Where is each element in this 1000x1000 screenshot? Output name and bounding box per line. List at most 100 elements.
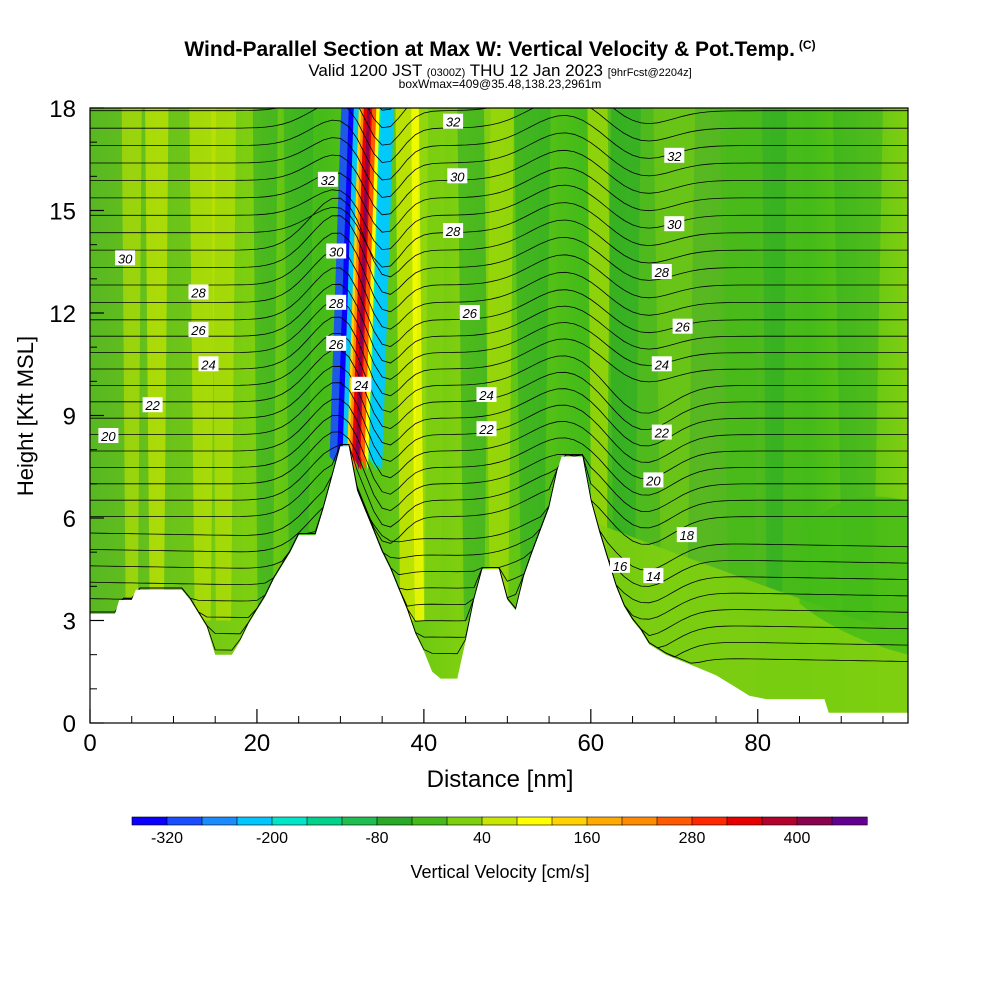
x-tick-label: 0	[83, 730, 96, 757]
contour-label-text: 32	[321, 173, 336, 188]
terrain-mask	[90, 446, 908, 723]
velocity-band-14	[653, 108, 696, 621]
y-tick-label: 12	[49, 301, 76, 328]
contour-label-text: 26	[462, 306, 478, 321]
y-axis-title: Height [Kft MSL]	[13, 335, 38, 497]
contour-label: 32	[443, 113, 464, 130]
contour-label-box	[651, 424, 672, 440]
colorbar-swatch	[656, 816, 693, 826]
contour-label: 30	[326, 243, 347, 260]
velocity-band-4	[252, 108, 278, 621]
isentrope-line	[90, 132, 908, 198]
contour-label-text: 14	[646, 569, 660, 584]
colorbar-tick-label: 400	[784, 830, 811, 847]
isentrope-line	[90, 0, 908, 58]
velocity-band-15	[720, 108, 762, 621]
isentrope-line	[379, 108, 393, 111]
isentrope-line	[90, 197, 908, 278]
contour-label-text: 22	[144, 398, 160, 413]
colorbar-swatch	[621, 816, 658, 826]
chart-title: Wind-Parallel Section at Max W: Vertical…	[184, 38, 816, 61]
contour-label-box	[326, 243, 347, 259]
contour-label-box	[664, 147, 685, 163]
chart-subtitle: Valid 1200 JST (0300Z) THU 12 Jan 2023 […	[308, 61, 692, 80]
contour-label-box	[672, 318, 693, 334]
contour-label: 20	[643, 472, 664, 488]
isentrope-line	[90, 444, 908, 604]
isentrope-line	[90, 108, 908, 163]
contour-label-box	[443, 113, 464, 129]
contour-label: 26	[188, 322, 209, 338]
contour-label-text: 32	[446, 115, 461, 130]
contour-label-text: 24	[353, 378, 368, 393]
x-tick-label: 80	[744, 730, 771, 757]
chart-box-info: boxWmax=409@35.48,138.23,2961m	[398, 77, 602, 91]
contour-label: 32	[664, 147, 685, 164]
contour-label-box	[188, 284, 209, 300]
x-tick-label: 20	[244, 730, 271, 757]
colorbar-swatch	[271, 816, 308, 826]
isentrope-line	[90, 167, 908, 233]
velocity-band-3	[211, 108, 237, 621]
contour-label-text: 26	[674, 320, 690, 335]
contour-label: 22	[476, 421, 497, 437]
colorbar-tick-label: 160	[574, 830, 601, 847]
downstream-zone	[799, 496, 908, 655]
contour-label: 28	[188, 284, 209, 301]
isentrope-line	[90, 382, 908, 463]
contour-label-text: 24	[478, 388, 493, 403]
contour-label: 26	[326, 335, 347, 352]
isentrope-line	[90, 444, 908, 529]
isentrope-line	[90, 316, 908, 397]
contour-label-box	[317, 171, 338, 187]
contour-label-text: 32	[667, 149, 682, 164]
colorbar-swatch	[796, 816, 833, 826]
isentrope-line	[90, 415, 908, 496]
colorbar-swatch	[376, 816, 413, 826]
isentrope-line	[90, 108, 908, 146]
contour-label: 24	[651, 356, 672, 372]
isentrope-line	[90, 184, 908, 251]
contour-label-box	[476, 421, 497, 437]
velocity-band-0	[121, 108, 142, 621]
contour-label: 30	[447, 168, 468, 184]
contour-label-text: 26	[328, 337, 344, 352]
colorbar-swatch	[691, 816, 728, 826]
contour-label: 24	[476, 387, 497, 403]
contour-label-text: 16	[613, 559, 628, 574]
contour-label: 30	[115, 250, 136, 266]
colorbar-title: Vertical Velocity [cm/s]	[410, 862, 590, 882]
isentrope-line	[90, 300, 908, 380]
colorbar-swatch	[236, 816, 273, 826]
velocity-band-17	[832, 108, 883, 621]
isentrope-line	[90, 202, 908, 268]
contour-label-box	[447, 168, 468, 184]
contour-label: 18	[676, 527, 697, 543]
y-tick-label: 9	[63, 404, 76, 431]
colorbar-swatch	[131, 816, 168, 826]
potential-temperature-contours	[90, 0, 908, 664]
contour-label: 22	[142, 397, 163, 413]
isentrope-line	[90, 283, 908, 364]
x-tick-label: 40	[411, 730, 438, 757]
isentrope-line	[90, 444, 908, 545]
x-tick-label: 60	[577, 730, 604, 757]
contour-label-box	[643, 568, 664, 584]
isentrope-line	[90, 114, 908, 181]
contour-label: 24	[351, 376, 372, 393]
contour-label-box	[643, 472, 664, 488]
isentrope-line	[90, 365, 908, 447]
contour-label-text: 28	[654, 265, 670, 280]
contour-label-text: 24	[654, 357, 669, 372]
contour-label-box	[664, 216, 685, 232]
colorbar-swatch	[341, 816, 378, 826]
contour-label: 24	[198, 356, 219, 372]
contour-label-text: 28	[445, 224, 461, 239]
contour-label-box	[326, 335, 347, 351]
contour-label-box	[651, 356, 672, 372]
wave-band-2	[337, 108, 354, 471]
contour-label-box	[198, 356, 219, 372]
contour-label-box	[476, 387, 497, 402]
contour-label: 14	[643, 568, 664, 584]
